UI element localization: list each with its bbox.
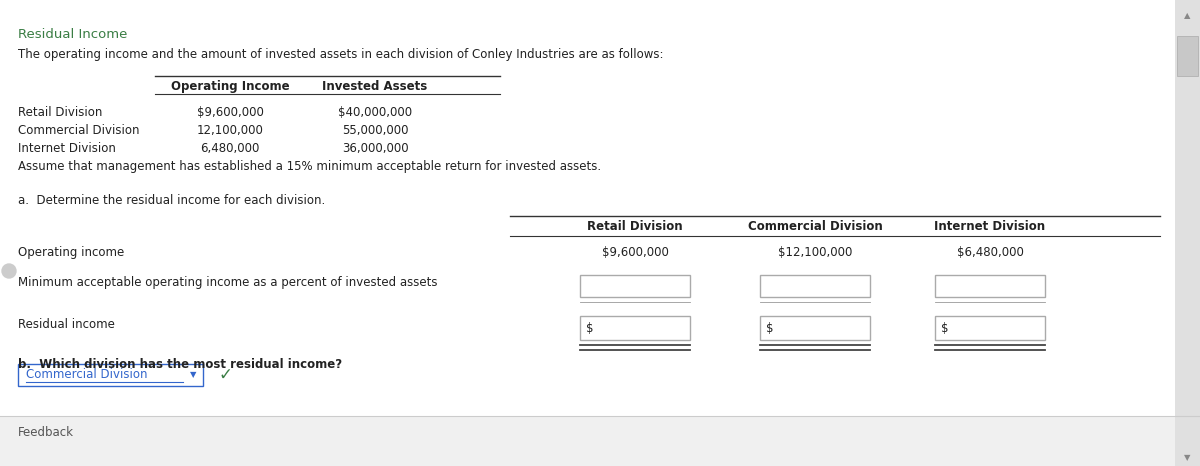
Text: 36,000,000: 36,000,000 [342,142,408,155]
Bar [18,364,203,386]
Text: The operating income and the amount of invested assets in each division of Conle: The operating income and the amount of i… [18,48,664,61]
Text: >: > [5,266,13,276]
Text: Commercial Division: Commercial Division [18,124,139,137]
Text: ▼: ▼ [190,370,197,379]
Text: Invested Assets: Invested Assets [323,80,427,93]
Bar [0,416,1200,466]
Text: Retail Division: Retail Division [587,220,683,233]
Text: ▲: ▲ [1184,12,1190,21]
Text: ▼: ▼ [1184,453,1190,462]
Text: 55,000,000: 55,000,000 [342,124,408,137]
Bar [935,316,1045,340]
Text: $: $ [941,322,948,335]
Bar [1177,36,1198,76]
Text: Internet Division: Internet Division [18,142,116,155]
Text: Internet Division: Internet Division [935,220,1045,233]
Text: $9,600,000: $9,600,000 [601,246,668,259]
Text: 6,480,000: 6,480,000 [200,142,259,155]
Text: $6,480,000: $6,480,000 [956,246,1024,259]
Bar [1175,0,1200,466]
Text: Feedback: Feedback [18,426,74,439]
Circle shape [2,264,16,278]
Text: $: $ [766,322,774,335]
Text: Commercial Division: Commercial Division [748,220,882,233]
Text: Commercial Division: Commercial Division [26,369,148,382]
Text: a.  Determine the residual income for each division.: a. Determine the residual income for eac… [18,194,325,207]
Text: Residual income: Residual income [18,318,115,331]
Text: Residual Income: Residual Income [18,28,127,41]
Text: b.  Which division has the most residual income?: b. Which division has the most residual … [18,358,342,371]
Text: ✓: ✓ [218,366,232,384]
Bar [935,275,1045,297]
Text: $40,000,000: $40,000,000 [338,106,412,119]
Bar [760,275,870,297]
Bar [580,316,690,340]
Text: $9,600,000: $9,600,000 [197,106,264,119]
Text: Minimum acceptable operating income as a percent of invested assets: Minimum acceptable operating income as a… [18,276,438,289]
Text: 12,100,000: 12,100,000 [197,124,264,137]
Bar [580,275,690,297]
Text: $: $ [586,322,594,335]
Text: $12,100,000: $12,100,000 [778,246,852,259]
Text: Retail Division: Retail Division [18,106,102,119]
Text: Operating income: Operating income [18,246,125,259]
Bar [760,316,870,340]
Text: Assume that management has established a 15% minimum acceptable return for inves: Assume that management has established a… [18,160,601,173]
Text: Operating Income: Operating Income [170,80,289,93]
